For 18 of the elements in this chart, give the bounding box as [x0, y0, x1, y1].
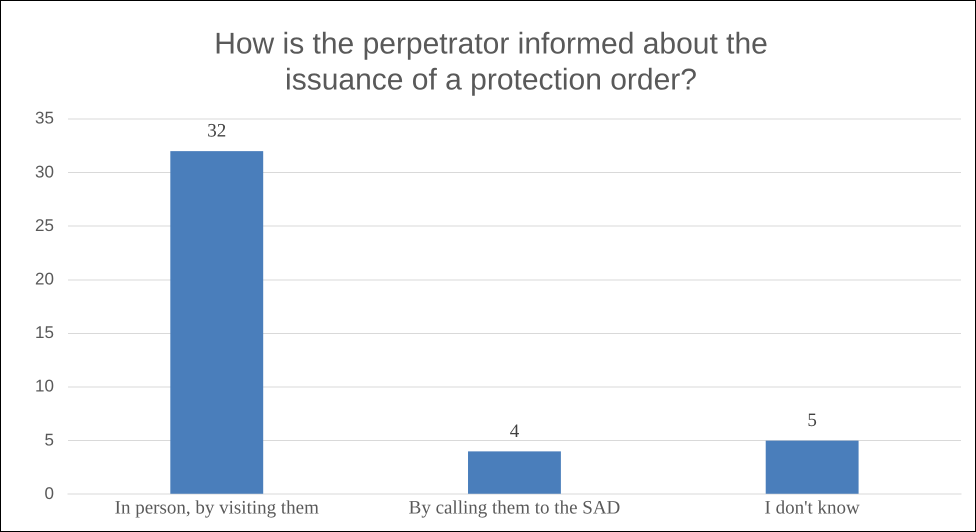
- data-label: 32: [207, 120, 226, 142]
- y-tick-label: 15: [34, 323, 54, 342]
- data-label: 4: [510, 420, 520, 442]
- y-tick-label: 0: [44, 484, 54, 503]
- y-tick-label: 25: [34, 216, 54, 235]
- x-tick-label: In person, by visiting them: [114, 498, 320, 519]
- x-tick-label: I don't know: [764, 498, 860, 519]
- bar: [766, 440, 859, 494]
- x-tick-label: By calling them to the SAD: [408, 498, 620, 519]
- bar: [468, 451, 561, 494]
- y-tick-label: 35: [34, 108, 54, 128]
- y-tick-label: 5: [44, 430, 54, 450]
- chart-title: How is the perpetrator informed about the issuance of a protection order?: [214, 27, 768, 96]
- y-tick-label: 30: [34, 162, 54, 182]
- data-label: 5: [807, 410, 817, 432]
- bar: [170, 151, 264, 494]
- y-tick-label: 10: [34, 376, 54, 396]
- y-tick-label: 20: [34, 269, 54, 288]
